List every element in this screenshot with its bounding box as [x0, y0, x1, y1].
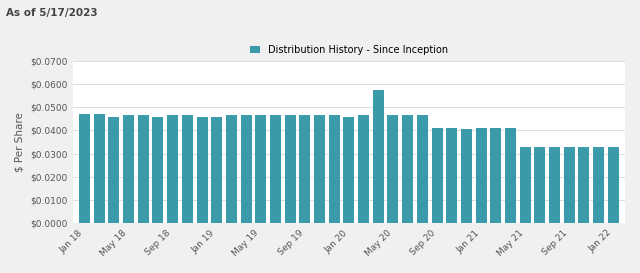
- Bar: [431, 128, 442, 223]
- Bar: [79, 114, 90, 223]
- Bar: [285, 115, 296, 223]
- Bar: [241, 115, 252, 223]
- Bar: [402, 115, 413, 223]
- Bar: [358, 115, 369, 223]
- Bar: [505, 128, 516, 223]
- Bar: [461, 129, 472, 223]
- Bar: [520, 147, 531, 223]
- Bar: [446, 128, 457, 223]
- Bar: [329, 115, 340, 223]
- Bar: [182, 115, 193, 223]
- Bar: [196, 117, 207, 223]
- Bar: [372, 90, 384, 223]
- Text: As of 5/17/2023: As of 5/17/2023: [6, 8, 98, 18]
- Bar: [476, 128, 486, 223]
- Bar: [152, 117, 163, 223]
- Bar: [579, 147, 589, 223]
- Bar: [608, 147, 619, 223]
- Y-axis label: $ Per Share: $ Per Share: [15, 112, 25, 172]
- Bar: [564, 147, 575, 223]
- Legend: Distribution History - Since Inception: Distribution History - Since Inception: [246, 41, 452, 59]
- Bar: [167, 115, 178, 223]
- Bar: [93, 114, 105, 223]
- Bar: [108, 117, 120, 223]
- Bar: [255, 115, 266, 223]
- Bar: [123, 115, 134, 223]
- Bar: [211, 117, 222, 223]
- Bar: [387, 115, 399, 223]
- Bar: [300, 115, 310, 223]
- Bar: [534, 147, 545, 223]
- Bar: [270, 115, 281, 223]
- Bar: [549, 147, 560, 223]
- Bar: [314, 115, 325, 223]
- Bar: [138, 115, 148, 223]
- Bar: [593, 147, 604, 223]
- Bar: [417, 115, 428, 223]
- Bar: [226, 115, 237, 223]
- Bar: [344, 117, 355, 223]
- Bar: [490, 128, 501, 223]
